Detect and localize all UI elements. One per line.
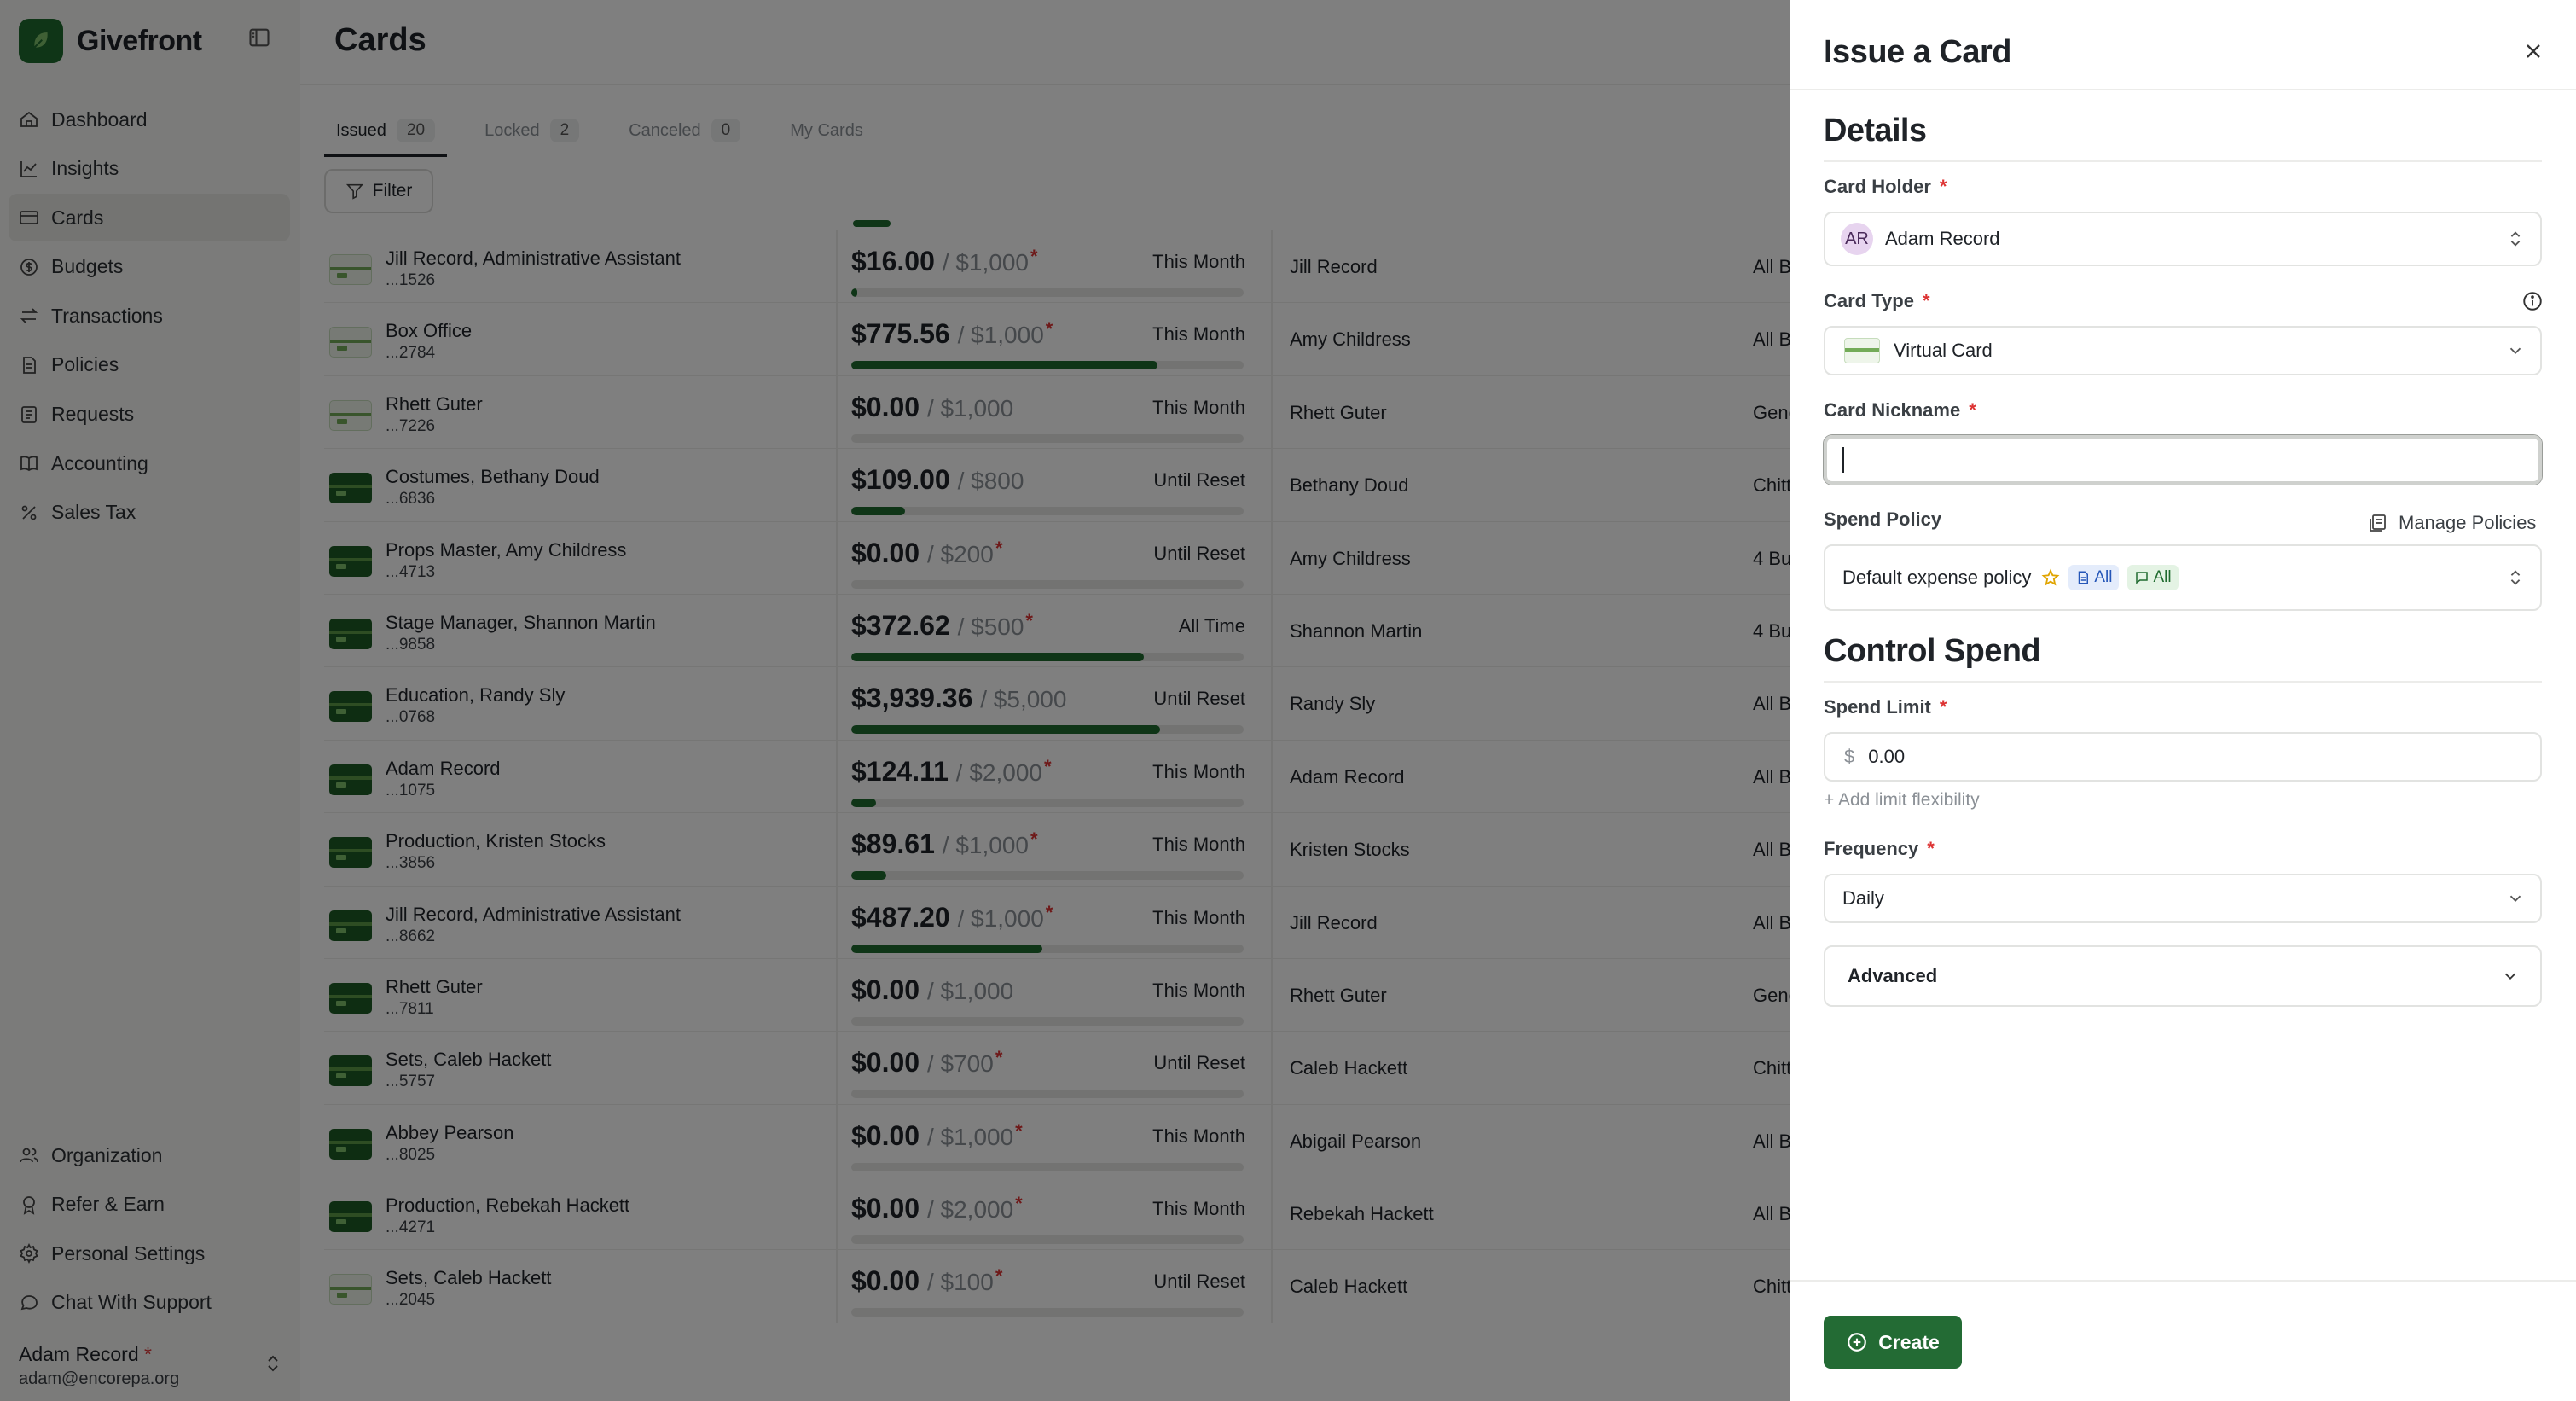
chevron-down-icon [2504,973,2516,980]
create-button[interactable]: Create [1824,1316,1962,1369]
advanced-accordion[interactable]: Advanced [1824,945,2542,1007]
details-heading: Details [1824,113,1927,148]
document-icon [2079,571,2089,584]
chevron-up-down-icon [2510,231,2521,247]
currency-symbol: $ [1844,746,1855,767]
comments-chip: All [2127,565,2179,590]
spend-limit-input[interactable]: $ 0.00 [1824,732,2542,782]
issue-card-panel: Issue a Card Details Card Holder * AR Ada… [1790,0,2576,1401]
avatar: AR [1841,223,1873,255]
divider [1824,681,2542,683]
spend-limit-label: Spend Limit * [1824,696,1947,718]
control-spend-heading: Control Spend [1824,633,2041,669]
card-nickname-input[interactable] [1824,435,2542,485]
documents-chip: All [2068,565,2120,590]
star-icon [2041,568,2060,586]
spend-policy-label: Spend Policy [1824,509,1942,530]
spend-policy-select[interactable]: Default expense policy All All [1824,544,2542,611]
comment-icon [2136,572,2149,584]
card-holder-label: Card Holder * [1824,176,1947,197]
card-nickname-label: Card Nickname * [1824,399,1976,421]
frequency-label: Frequency * [1824,838,1935,859]
manage-policies-link[interactable]: Manage Policies [2368,512,2536,534]
policies-icon [2370,514,2386,532]
modal-backdrop[interactable] [0,0,1790,1401]
panel-title: Issue a Card [1824,34,2012,70]
info-icon[interactable] [2521,290,2544,312]
divider [1824,160,2542,162]
chevron-up-down-icon [2510,570,2521,585]
card-type-select[interactable]: Virtual Card [1824,326,2542,375]
virtual-card-icon [1844,338,1880,363]
text-cursor [1842,447,1844,473]
chevron-down-icon [2509,347,2521,355]
add-limit-flexibility-link[interactable]: + Add limit flexibility [1824,790,1980,810]
divider [1790,89,2576,90]
divider [1790,1280,2576,1282]
chevron-down-icon [2509,895,2521,903]
plus-circle-icon [1848,1333,1867,1352]
close-icon[interactable] [2521,39,2545,63]
card-type-label: Card Type * [1824,290,1930,311]
frequency-select[interactable]: Daily [1824,874,2542,923]
card-holder-select[interactable]: AR Adam Record [1824,212,2542,266]
